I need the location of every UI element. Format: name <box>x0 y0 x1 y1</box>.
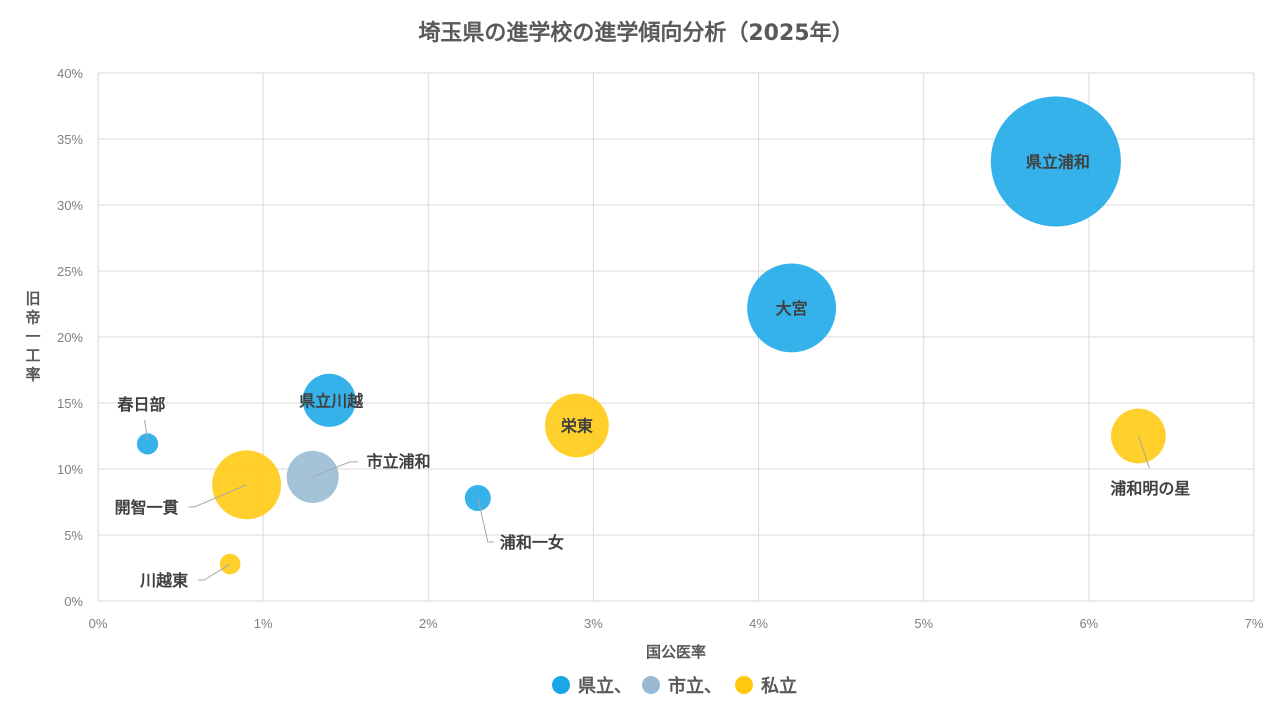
bubble <box>545 393 609 458</box>
x-tick-label: 6% <box>1079 616 1098 631</box>
y-axis-label-char: 帝 <box>25 309 40 327</box>
legend-marker <box>642 676 660 694</box>
x-tick-label: 4% <box>749 616 768 631</box>
y-tick-label: 25% <box>57 264 83 279</box>
bubble-label: 川越東 <box>139 571 188 590</box>
y-axis-ticks: 0% 5% 10% 15% 20% 25% 30% 35% 40% <box>57 66 83 609</box>
bubble <box>990 96 1121 227</box>
chart-title: 埼玉県の進学校の進学傾向分析（2025年） <box>418 20 853 46</box>
bubbles <box>136 96 1166 575</box>
x-tick-label: 2% <box>419 616 438 631</box>
leader-line <box>144 419 149 440</box>
y-tick-label: 40% <box>57 66 83 81</box>
legend-label: 県立、 <box>578 675 632 697</box>
y-axis-label-char: 一 <box>25 328 40 346</box>
bubble-label: 開智一貫 <box>115 498 179 517</box>
x-tick-label: 5% <box>914 616 933 631</box>
x-tick-label: 1% <box>254 616 273 631</box>
bubble <box>136 433 159 455</box>
y-tick-label: 20% <box>57 330 83 345</box>
y-axis-label-char: 旧 <box>25 290 40 308</box>
leader-line <box>312 461 358 478</box>
bubble-label: 県立川越 <box>299 391 364 410</box>
x-tick-label: 0% <box>89 616 108 631</box>
bubble <box>747 263 837 353</box>
y-tick-label: 10% <box>57 462 83 477</box>
legend: 県立、 市立、 私立 <box>552 675 797 697</box>
y-tick-label: 0% <box>64 594 83 609</box>
legend-label: 市立、 <box>668 675 722 697</box>
x-axis-label: 国公医率 <box>646 643 706 661</box>
y-axis-label-char: 率 <box>25 366 40 384</box>
y-tick-label: 35% <box>57 132 83 147</box>
leader-line <box>1137 435 1150 469</box>
bubble-label: 大宮 <box>776 299 808 318</box>
legend-label: 私立 <box>761 675 797 697</box>
bubble <box>302 373 356 427</box>
leader-line <box>188 484 247 508</box>
y-tick-label: 5% <box>64 528 83 543</box>
bubble-label: 県立浦和 <box>1026 152 1090 171</box>
bubble-label: 浦和明の星 <box>1110 479 1190 498</box>
bubble-label: 市立浦和 <box>367 452 431 471</box>
legend-marker <box>552 676 570 694</box>
leader-lines <box>144 419 1150 581</box>
legend-marker <box>735 676 753 694</box>
bubble-label: 栄東 <box>560 416 593 435</box>
y-tick-label: 30% <box>57 198 83 213</box>
y-axis-label-char: 工 <box>25 347 40 365</box>
y-tick-label: 15% <box>57 396 83 411</box>
leader-line <box>477 497 494 543</box>
x-axis-ticks: 0% 1% 2% 3% 4% 5% 6% 7% <box>89 616 1264 631</box>
bubble-label: 春日部 <box>117 395 166 414</box>
leader-line <box>198 563 231 581</box>
bubble <box>1111 408 1166 464</box>
bubble-label: 浦和一女 <box>500 533 564 552</box>
x-tick-label: 3% <box>584 616 603 631</box>
x-tick-label: 7% <box>1245 616 1264 631</box>
